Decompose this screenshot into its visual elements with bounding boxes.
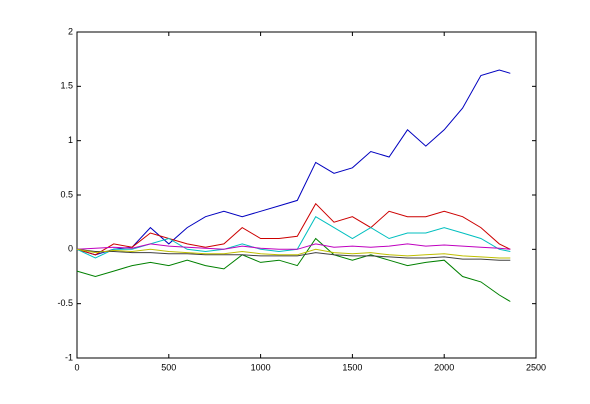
- x-tick-label: 1500: [342, 362, 362, 372]
- y-tick-label: -0.5: [57, 298, 73, 308]
- x-tick-label: 0: [74, 362, 79, 372]
- x-tick-label: 2000: [434, 362, 454, 372]
- series-line: [76, 202, 511, 256]
- series-line: [76, 69, 511, 256]
- series-line: [76, 248, 511, 259]
- x-tick-label: 2500: [526, 362, 546, 372]
- x-tick-label: 500: [161, 362, 176, 372]
- y-tick-label: 2: [68, 26, 73, 36]
- series-line: [76, 248, 511, 261]
- y-tick-label: -1: [65, 352, 73, 362]
- plot-area: [76, 31, 537, 359]
- series-line: [76, 243, 511, 250]
- series-line: [76, 237, 511, 302]
- y-tick-label: 0.5: [60, 189, 73, 199]
- y-tick-label: 0: [68, 244, 73, 254]
- x-tick-label: 1000: [251, 362, 271, 372]
- y-tick-label: 1: [68, 135, 73, 145]
- y-tick-label: 1.5: [60, 81, 73, 91]
